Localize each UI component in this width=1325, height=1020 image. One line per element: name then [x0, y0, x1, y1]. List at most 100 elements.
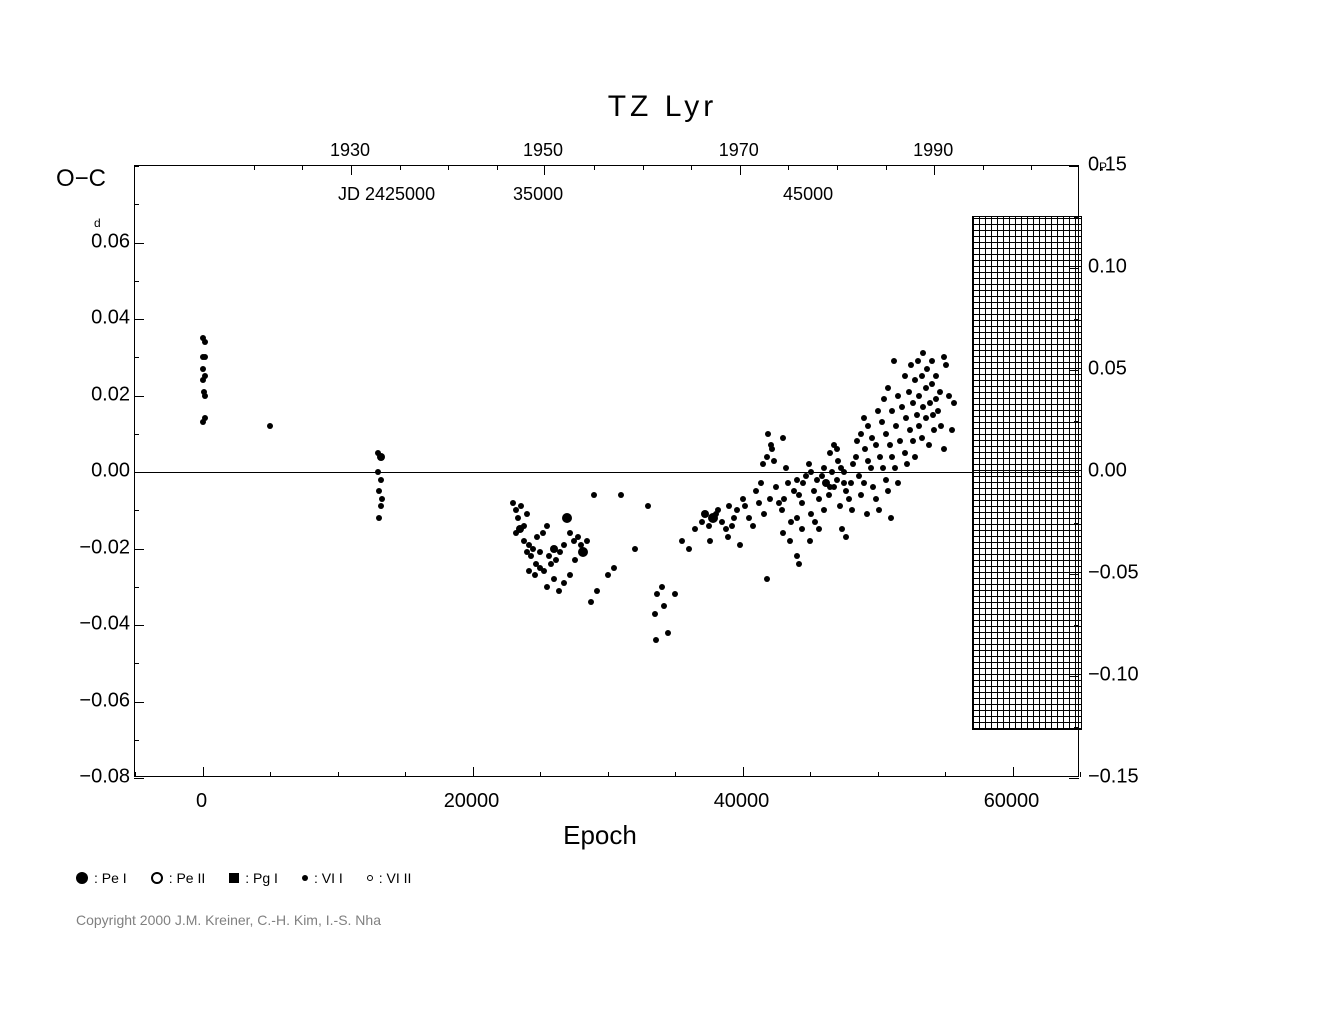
data-point [893, 423, 899, 429]
data-point [843, 488, 849, 494]
data-point [951, 400, 957, 406]
y-right-tick-minor [1074, 217, 1079, 218]
data-point [781, 496, 787, 502]
data-point [888, 515, 894, 521]
y-left-tick-label: −0.06 [62, 689, 130, 712]
data-point [553, 557, 559, 563]
x-top-tick-minor [643, 165, 644, 170]
y-right-tick-minor [1074, 319, 1079, 320]
data-point [889, 408, 895, 414]
y-left-tick-label: 0.00 [62, 460, 130, 483]
data-point [679, 538, 685, 544]
y-left-tick-minor [134, 166, 139, 167]
data-point [632, 546, 638, 552]
data-point [883, 431, 889, 437]
data-point [692, 526, 698, 532]
x-tick-major [203, 767, 204, 777]
data-point [769, 446, 775, 452]
marker-dot-open-icon [367, 875, 373, 881]
data-point [808, 469, 814, 475]
data-point [787, 538, 793, 544]
y-right-tick-minor [1074, 727, 1079, 728]
data-point [816, 526, 822, 532]
y-right-tick-major [1069, 166, 1079, 167]
x-top-tick [544, 165, 545, 175]
data-point [686, 546, 692, 552]
data-point [699, 519, 705, 525]
data-point [785, 480, 791, 486]
data-point [821, 507, 827, 513]
data-point [910, 400, 916, 406]
y-left-tick-minor [134, 357, 139, 358]
y-right-tick-label: −0.10 [1088, 664, 1156, 687]
x-tick-label: 0 [152, 790, 252, 813]
data-point [516, 525, 524, 533]
data-point [853, 454, 859, 460]
legend-item-vi2: : VI II [367, 870, 412, 886]
data-point [843, 534, 849, 540]
data-point [920, 404, 926, 410]
data-point [937, 389, 943, 395]
data-point [885, 385, 891, 391]
data-point [849, 507, 855, 513]
data-point [906, 389, 912, 395]
data-point [899, 404, 905, 410]
data-point [811, 488, 817, 494]
data-point [800, 480, 806, 486]
data-point [887, 442, 893, 448]
data-point [870, 484, 876, 490]
data-point [861, 415, 867, 421]
y-left-tick-minor [134, 510, 139, 511]
data-point [919, 435, 925, 441]
data-point [861, 480, 867, 486]
x-tick-major [473, 767, 474, 777]
data-point [725, 534, 731, 540]
data-point [758, 480, 764, 486]
data-point [923, 415, 929, 421]
data-point [532, 572, 538, 578]
data-point [949, 427, 955, 433]
plot-area [134, 165, 1079, 777]
data-point [200, 377, 206, 383]
data-point [826, 492, 832, 498]
data-point [742, 503, 748, 509]
y-left-tick-major [134, 778, 144, 779]
hatched-region [972, 216, 1082, 731]
data-point [753, 488, 759, 494]
legend-label: : Pe II [169, 870, 206, 886]
data-point [379, 496, 385, 502]
legend-label: : Pe I [94, 870, 127, 886]
x-top-year-label: 1990 [883, 140, 983, 161]
data-point [877, 454, 883, 460]
data-point [908, 362, 914, 368]
data-point [846, 496, 852, 502]
data-point [914, 412, 920, 418]
data-point [672, 591, 678, 597]
y-left-tick-major [134, 549, 144, 550]
x-top-tick [351, 165, 352, 175]
data-point [267, 423, 273, 429]
data-point [756, 500, 762, 506]
data-point [799, 526, 805, 532]
data-point [889, 454, 895, 460]
data-point [929, 381, 935, 387]
data-point [808, 511, 814, 517]
data-point [760, 461, 766, 467]
y-left-tick-label: 0.06 [62, 230, 130, 253]
data-point [378, 477, 384, 483]
data-point [605, 572, 611, 578]
x-top-tick-minor [497, 165, 498, 170]
data-point [611, 565, 617, 571]
data-point [895, 393, 901, 399]
x-tick-minor [945, 772, 946, 777]
data-point [919, 373, 925, 379]
y-left-tick-minor [134, 663, 139, 664]
data-point [557, 549, 563, 555]
data-point [827, 450, 833, 456]
data-point [665, 630, 671, 636]
data-point [551, 576, 557, 582]
data-point [799, 500, 805, 506]
x-top-tick-minor [691, 165, 692, 170]
data-point [546, 553, 552, 559]
data-point [892, 465, 898, 471]
